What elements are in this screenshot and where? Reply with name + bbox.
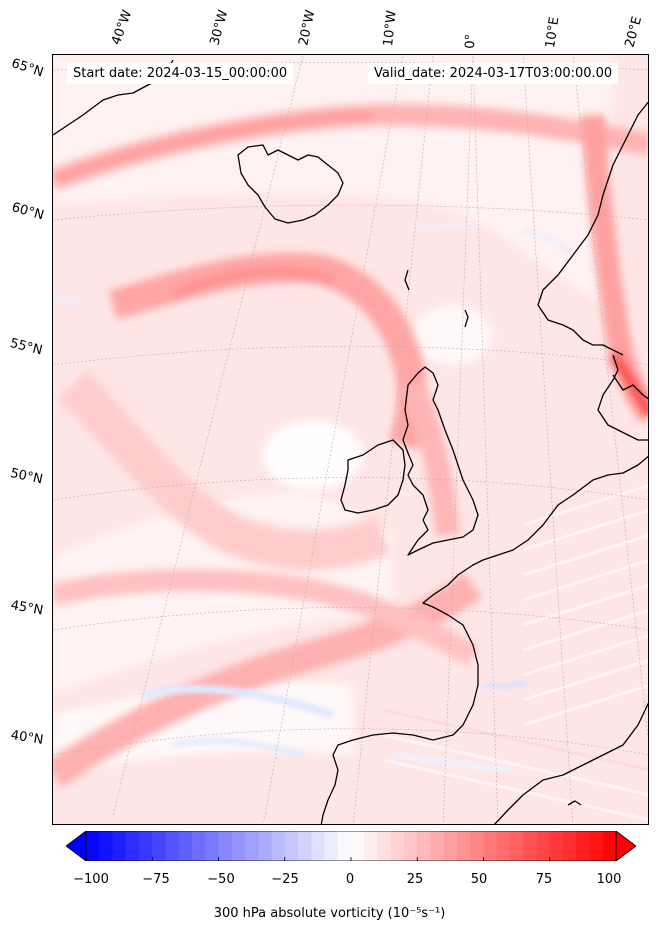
- colorbar-cell: [390, 831, 405, 861]
- valid-date-label: Valid_date: 2024-03-17T03:00:00.00: [368, 63, 619, 84]
- colorbar-cell: [549, 831, 564, 861]
- colorbar-cell: [602, 831, 617, 861]
- colorbar-cell: [443, 831, 458, 861]
- gravity-wave-pattern: [382, 484, 648, 822]
- lon-label-40w: 40°W: [108, 8, 136, 47]
- colorbar-cell: [377, 831, 392, 861]
- colorbar-cell: [178, 831, 193, 861]
- colorbar-cell: [351, 831, 365, 861]
- colorbar-cell: [563, 831, 577, 861]
- negative-vorticity-streaks: [53, 224, 575, 773]
- colorbar-cell: [271, 831, 286, 861]
- cbar-tick-label: −100: [73, 872, 109, 887]
- cbar-tick-label: 75: [535, 872, 553, 887]
- colorbar-cell: [192, 831, 206, 861]
- colorbar-cell: [99, 831, 113, 861]
- lon-label-0: 0°: [463, 33, 479, 49]
- colorbar-cell: [245, 831, 259, 861]
- colorbar-cell: [324, 831, 339, 861]
- lon-label-10e: 10°E: [543, 15, 563, 49]
- cbar-tick-label: 25: [406, 872, 424, 887]
- colorbar-cell: [86, 831, 100, 861]
- colorbar-cell: [523, 831, 537, 861]
- cbar-tick-label: −25: [271, 872, 299, 887]
- lon-label-30w: 30°W: [207, 8, 232, 47]
- lat-label-40n: 40°N: [9, 728, 45, 748]
- colorbar-cell: [496, 831, 511, 861]
- lat-label-55n: 55°N: [8, 336, 44, 359]
- colorbar-svg: [65, 830, 637, 862]
- colorbar-cell: [404, 831, 418, 861]
- colorbar-cell: [284, 831, 299, 861]
- cbar-tick-label: 0: [345, 872, 355, 887]
- map-canvas: [53, 55, 648, 824]
- colorbar-cell: [430, 831, 445, 861]
- colorbar-min-extend: [65, 830, 87, 862]
- start-date-label: Start date: 2024-03-15_00:00:00: [67, 63, 294, 84]
- colorbar-cell: [536, 831, 551, 861]
- colorbar-cell: [470, 831, 484, 861]
- colorbar-cell: [112, 831, 127, 861]
- colorbar-max-extend: [615, 830, 637, 862]
- colorbar-cell: [231, 831, 246, 861]
- colorbar-cell: [298, 831, 312, 861]
- cbar-tick-label: −50: [207, 872, 235, 887]
- colorbar-cell: [218, 831, 233, 861]
- cbar-tick-label: 50: [470, 872, 488, 887]
- colorbar-cell: [457, 831, 471, 861]
- colorbar-cell: [576, 831, 590, 861]
- colorbar-cell: [165, 831, 180, 861]
- colorbar: [65, 830, 637, 862]
- colorbar-cell: [311, 831, 325, 861]
- colorbar-cell: [483, 831, 498, 861]
- lat-label-45n: 45°N: [9, 598, 45, 619]
- lon-label-20w: 20°W: [296, 8, 319, 47]
- colorbar-cell: [589, 831, 604, 861]
- lon-label-20e: 20°E: [622, 14, 646, 50]
- colorbar-cells: [86, 831, 617, 861]
- colorbar-cell: [205, 831, 219, 861]
- colorbar-cell: [139, 831, 153, 861]
- lon-label-10w: 10°W: [381, 9, 400, 48]
- vorticity-map: [52, 54, 649, 825]
- colorbar-cell: [258, 831, 272, 861]
- lat-label-65n: 65°N: [9, 56, 46, 81]
- lat-label-60n: 60°N: [9, 200, 46, 224]
- cbar-tick-label: 100: [596, 872, 622, 887]
- lat-label-50n: 50°N: [8, 466, 45, 488]
- colorbar-cell: [364, 831, 378, 861]
- colorbar-title: 300 hPa absolute vorticity (10⁻⁵s⁻¹): [213, 906, 446, 921]
- colorbar-cell: [510, 831, 524, 861]
- colorbar-cell: [152, 831, 166, 861]
- colorbar-cell: [417, 831, 431, 861]
- cbar-tick-label: −75: [142, 872, 170, 887]
- colorbar-cell: [337, 831, 352, 861]
- colorbar-cell: [125, 831, 140, 861]
